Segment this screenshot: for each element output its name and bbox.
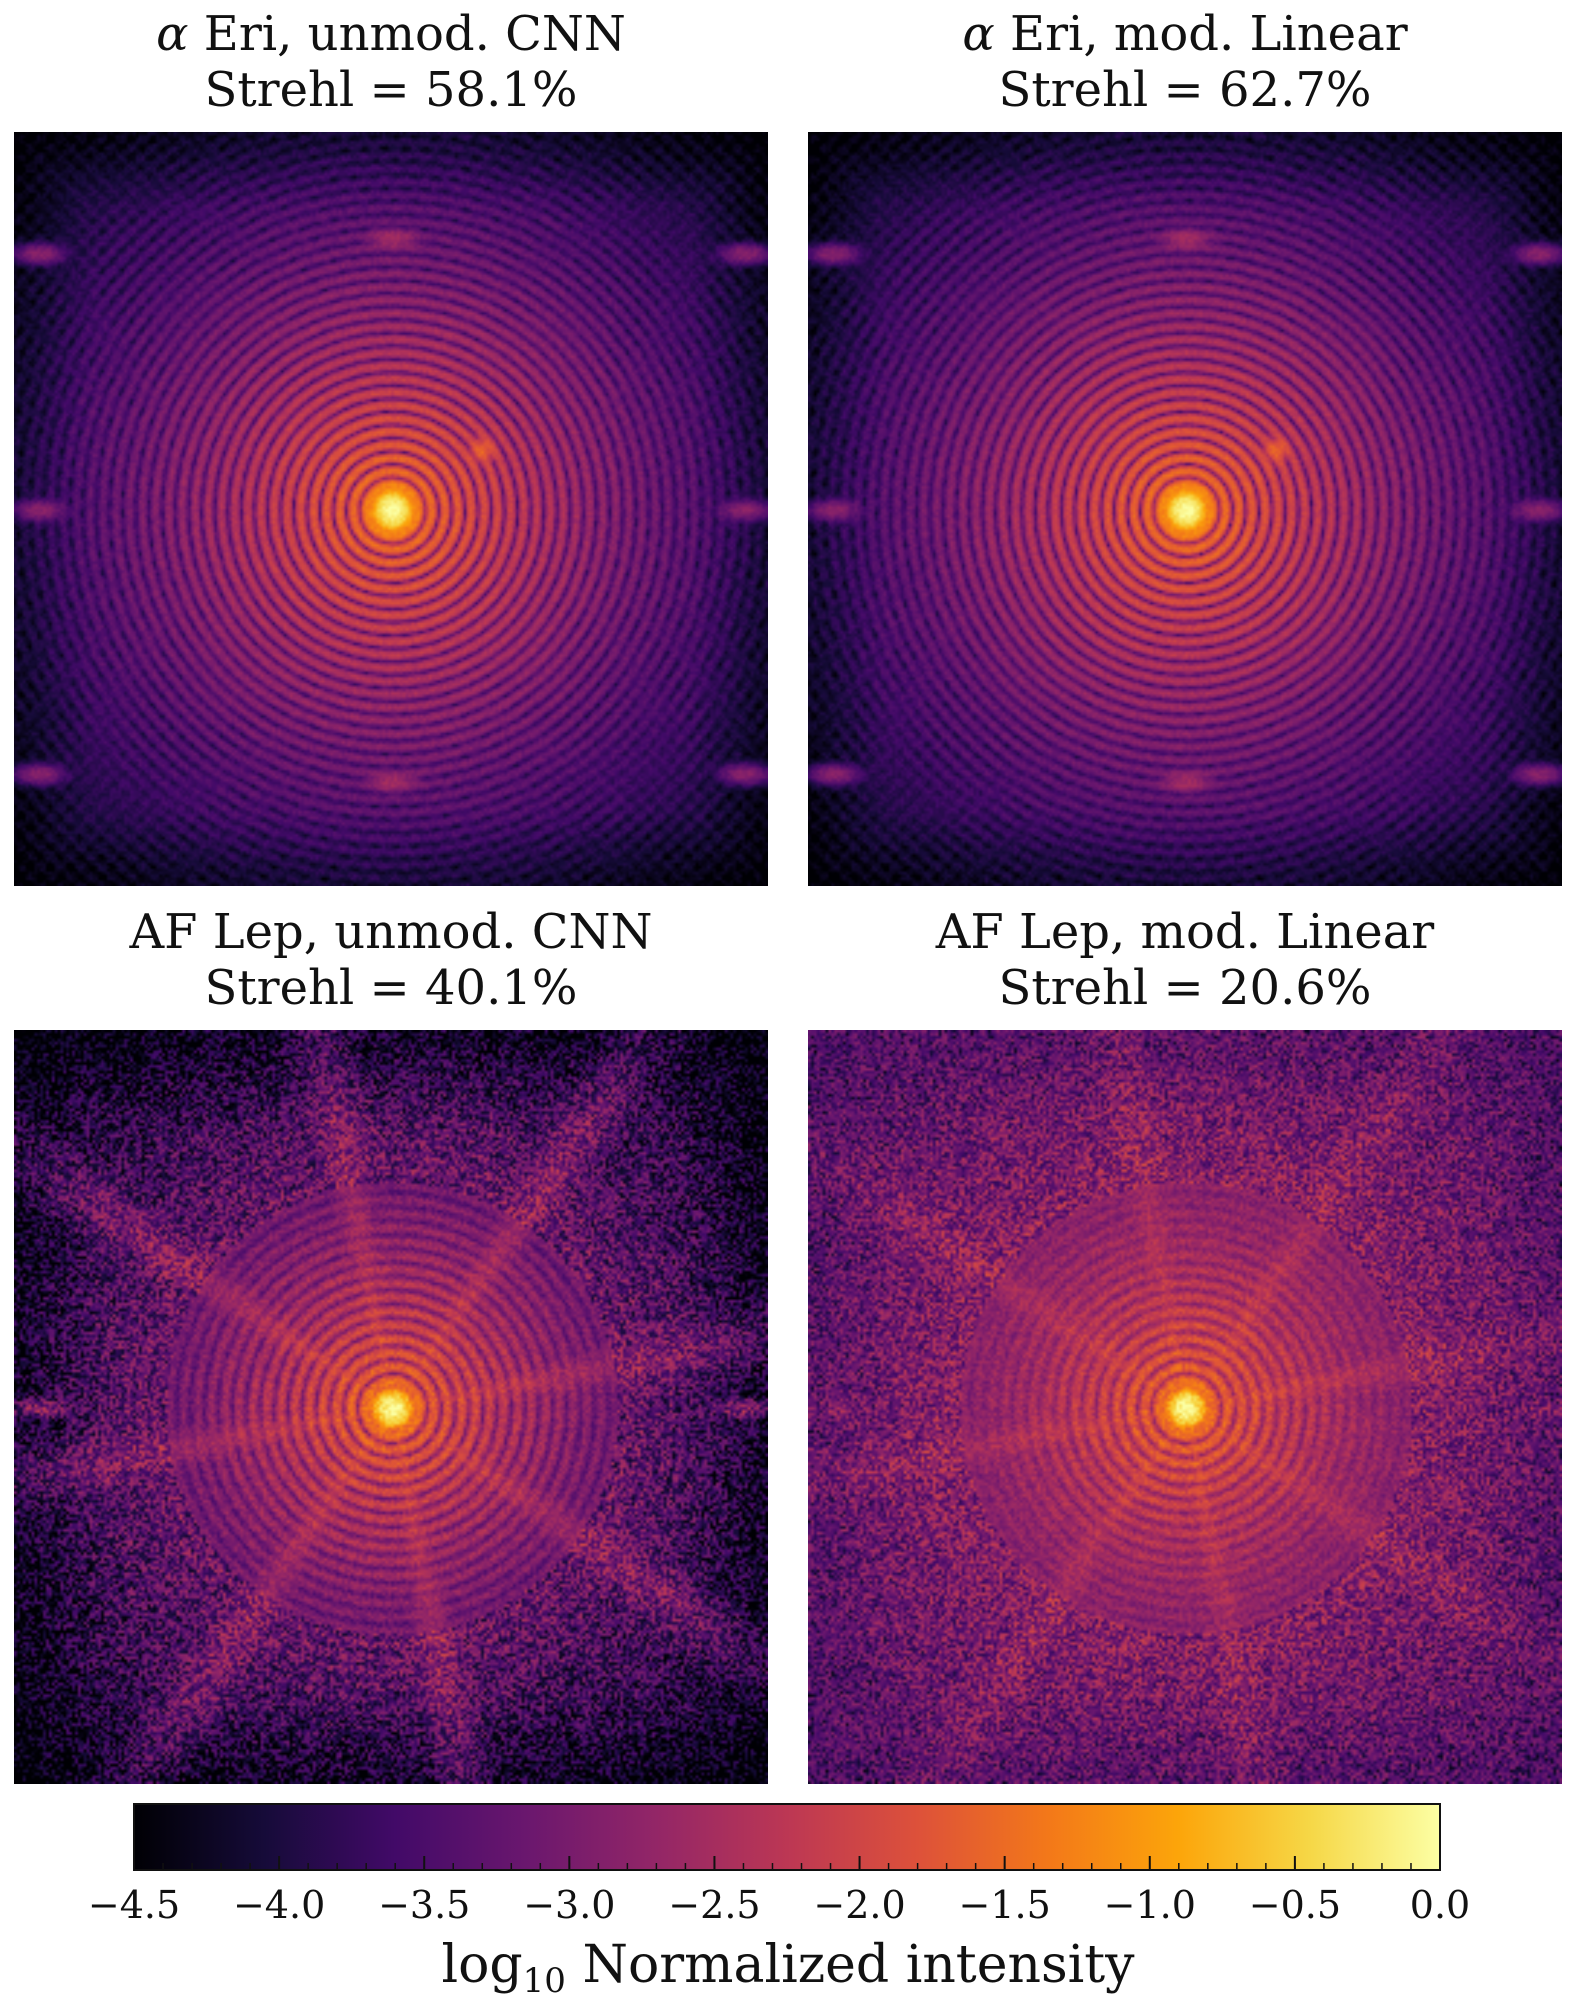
panel-title: α Eri, mod. Linear: [808, 8, 1562, 60]
colorbar-tick-label: −0.5: [1248, 1883, 1342, 1927]
strehl-label: Strehl = 62.7%: [998, 62, 1372, 118]
panel-af-lep-unmod-cnn: AF Lep, unmod. CNN Strehl = 40.1%: [14, 898, 768, 1784]
colorbar-frame: [133, 1803, 1441, 1871]
panel-alpha-eri-unmod-cnn: α Eri, unmod. CNN Strehl = 58.1%: [14, 0, 768, 886]
title-main: Eri, mod. Linear: [994, 6, 1408, 62]
colorbar-tick-label: −1.0: [1103, 1883, 1196, 1927]
panel-title: α Eri, unmod. CNN: [14, 8, 768, 60]
title-main: AF Lep, mod. Linear: [935, 904, 1435, 960]
colorbar-tick-label: 0.0: [1409, 1883, 1471, 1927]
colorbar-tick-label: −2.5: [668, 1883, 761, 1927]
strehl-label: Strehl = 40.1%: [204, 960, 578, 1016]
panel-title: AF Lep, mod. Linear: [808, 906, 1562, 958]
colorbar-tick-label: −3.5: [378, 1883, 471, 1927]
colorbar-label: log10 Normalized intensity: [0, 1935, 1576, 2011]
colorbar-tick-label: −3.0: [523, 1883, 616, 1927]
colorbar-label-rest: Normalized intensity: [565, 1935, 1135, 1995]
colorbar-ticks: [133, 1856, 1441, 1870]
colorbar-label-sub: 10: [522, 1961, 566, 2001]
panel-alpha-eri-mod-linear: α Eri, mod. Linear Strehl = 62.7%: [808, 0, 1562, 886]
colorbar: [133, 1803, 1441, 1879]
strehl-label: Strehl = 58.1%: [204, 62, 578, 118]
strehl-label: Strehl = 20.6%: [998, 960, 1372, 1016]
colorbar-gradient: [133, 1803, 1441, 1871]
colorbar-tick-label: −1.5: [958, 1883, 1051, 1927]
panel-af-lep-mod-linear: AF Lep, mod. Linear Strehl = 20.6%: [808, 898, 1562, 1784]
colorbar-tick-label: −4.5: [87, 1883, 181, 1927]
title-main: AF Lep, unmod. CNN: [129, 904, 653, 960]
colorbar-tick-label: −2.0: [813, 1883, 906, 1927]
title-main: Eri, unmod. CNN: [188, 6, 626, 62]
psf-image: [808, 1030, 1562, 1784]
panel-title: AF Lep, unmod. CNN: [14, 906, 768, 958]
colorbar-tick-label: −4.0: [232, 1883, 326, 1927]
psf-image: [14, 1030, 768, 1784]
psf-image: [808, 132, 1562, 886]
colorbar-fill: [134, 1804, 1440, 1870]
title-greek-prefix: α: [962, 6, 995, 62]
psf-image: [14, 132, 768, 886]
title-greek-prefix: α: [156, 6, 189, 62]
colorbar-label-log: log: [441, 1935, 523, 1995]
